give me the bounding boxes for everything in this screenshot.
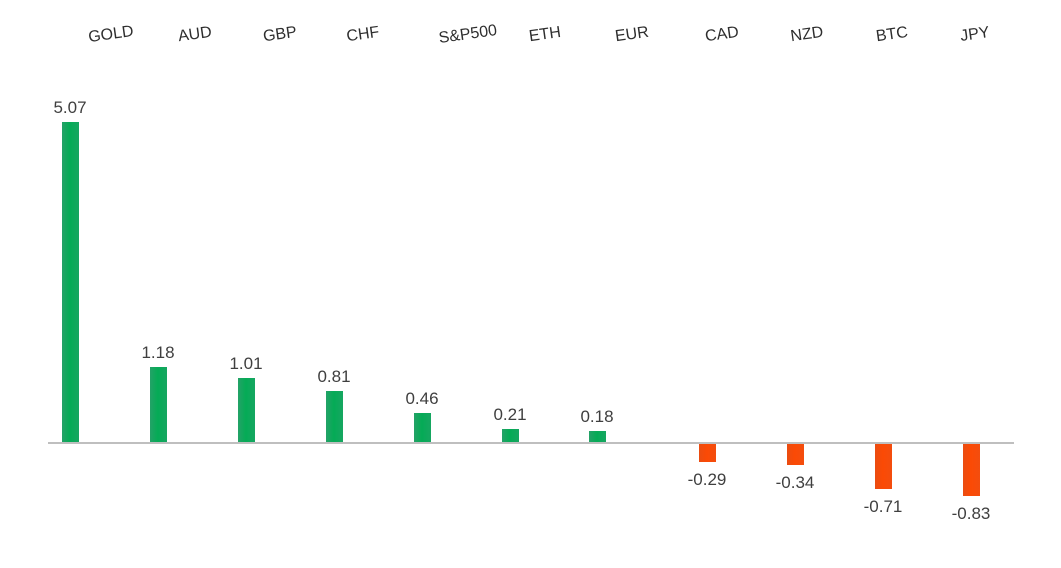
value-label: 1.18	[141, 343, 175, 362]
value-label: 1.01	[229, 354, 263, 373]
bar-jpy[interactable]	[963, 444, 980, 496]
bar-gold[interactable]	[62, 122, 79, 442]
value-label: -0.83	[951, 504, 991, 523]
bar-eur[interactable]	[589, 431, 606, 442]
value-label: -0.71	[863, 497, 903, 516]
value-label: -0.29	[687, 470, 727, 489]
value-label: 5.07	[53, 98, 87, 117]
value-label: 0.18	[580, 407, 614, 426]
bar-nzd[interactable]	[787, 444, 804, 465]
bar-gbp[interactable]	[238, 378, 255, 442]
bar-sp500[interactable]	[414, 413, 431, 442]
value-label: -0.34	[775, 473, 815, 492]
bar-aud[interactable]	[150, 367, 167, 442]
bar-eth[interactable]	[502, 429, 519, 442]
bar-chf[interactable]	[326, 391, 343, 442]
value-label: 0.81	[317, 367, 351, 386]
value-label: 0.46	[405, 389, 439, 408]
zero-axis-line	[48, 442, 1014, 444]
value-label: 0.21	[493, 405, 527, 424]
bar-cad[interactable]	[699, 444, 716, 462]
bar-btc[interactable]	[875, 444, 892, 489]
